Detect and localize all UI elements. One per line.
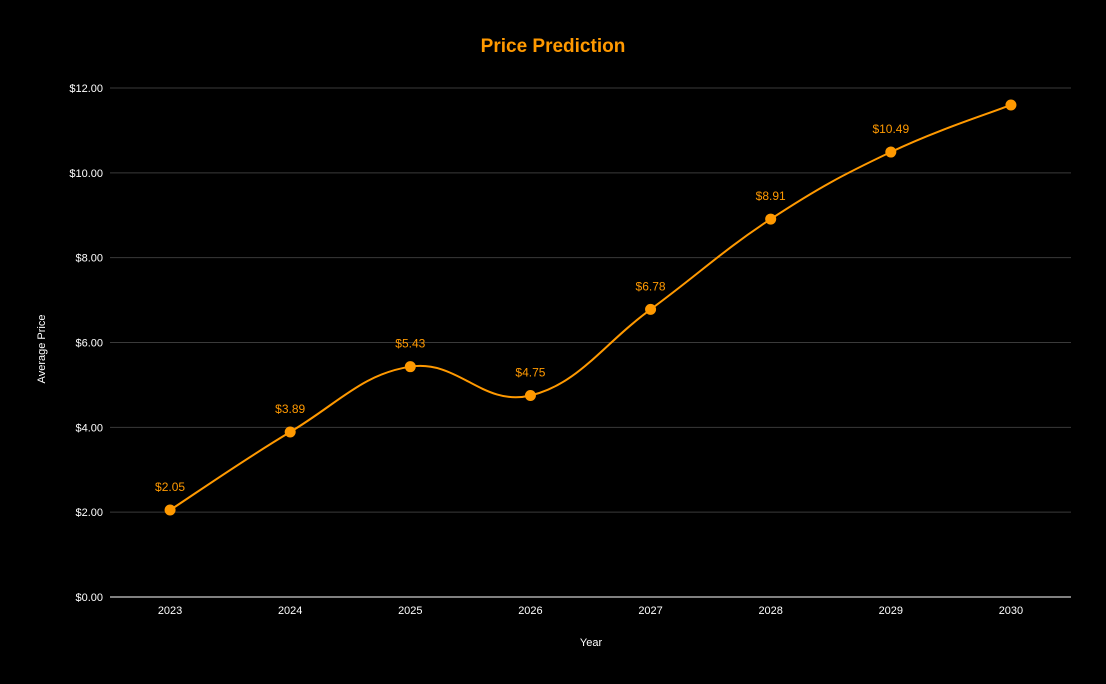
data-label: $3.89: [275, 402, 305, 416]
data-label: $5.43: [395, 337, 425, 351]
data-point[interactable]: [164, 504, 176, 516]
y-axis-title: Average Price: [36, 315, 48, 384]
series-line: [169, 104, 1012, 511]
y-tick-label: $6.00: [75, 338, 103, 350]
data-labels: $2.05 $3.89 $5.43 $4.75 $6.78 $8.91 $10.49: [155, 122, 909, 494]
y-tick-label: $12.00: [69, 83, 103, 95]
x-axis-ticks: 2023 2024 2025 2026 2027 2028 2029 2030: [158, 605, 1023, 617]
data-label: $6.78: [636, 279, 666, 293]
x-tick-label: 2029: [879, 605, 903, 617]
y-tick-label: $10.00: [69, 168, 103, 180]
data-label: $8.91: [756, 189, 786, 203]
x-tick-label: 2024: [278, 605, 302, 617]
gridlines: [110, 87, 1071, 598]
y-axis-ticks: $0.00 $2.00 $4.00 $6.00 $8.00 $10.00 $12.00: [69, 83, 103, 604]
data-point[interactable]: [284, 426, 296, 438]
y-tick-label: $4.00: [75, 422, 103, 434]
y-tick-label: $2.00: [75, 507, 103, 519]
x-tick-label: 2027: [638, 605, 662, 617]
data-point[interactable]: [404, 361, 416, 373]
data-point[interactable]: [1005, 99, 1017, 111]
y-tick-label: $8.00: [75, 253, 103, 265]
x-tick-label: 2030: [999, 605, 1023, 617]
data-label: $10.49: [872, 122, 909, 136]
data-point[interactable]: [524, 390, 536, 402]
data-point[interactable]: [885, 146, 897, 158]
data-label: $2.05: [155, 480, 185, 494]
x-axis-title: Year: [580, 637, 603, 649]
y-tick-label: $0.00: [75, 592, 103, 604]
data-point[interactable]: [645, 303, 657, 315]
x-tick-label: 2026: [518, 605, 542, 617]
series-layer: [164, 99, 1017, 516]
data-point[interactable]: [765, 213, 777, 225]
chart-title: Price Prediction: [481, 36, 626, 57]
x-tick-label: 2025: [398, 605, 422, 617]
x-tick-label: 2028: [758, 605, 782, 617]
x-tick-label: 2023: [158, 605, 182, 617]
data-label: $4.75: [515, 366, 545, 380]
